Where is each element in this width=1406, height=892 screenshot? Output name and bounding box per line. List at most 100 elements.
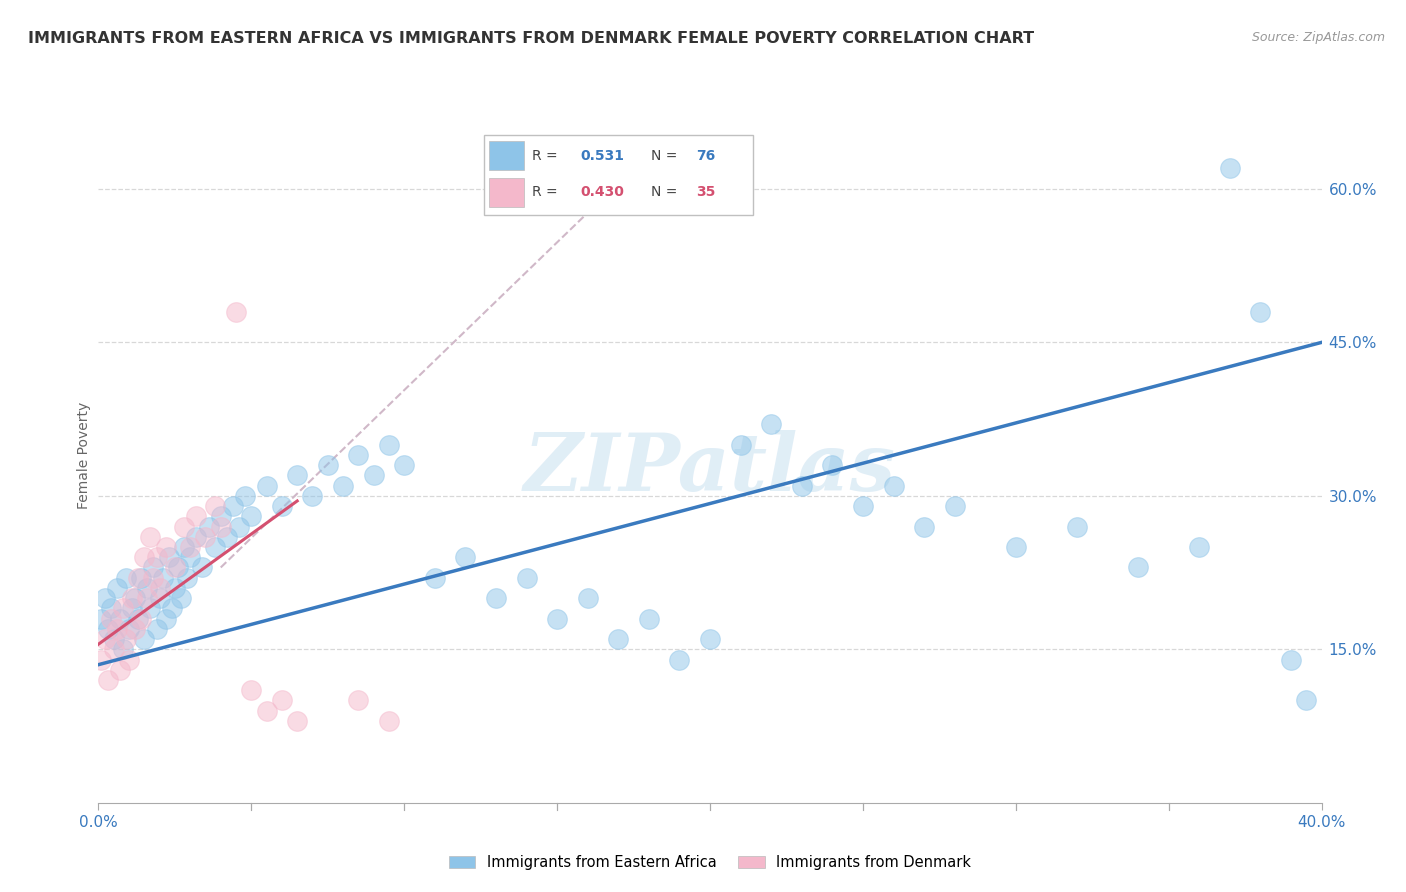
Point (100, 612, 122, 626)
Point (883, 478, 905, 492)
Point (108, 612, 131, 626)
Point (204, 540, 226, 554)
Point (392, 458, 416, 472)
Point (111, 601, 134, 615)
Y-axis label: Female Poverty: Female Poverty (77, 401, 91, 508)
Point (1219, 161, 1241, 176)
Point (347, 693, 370, 707)
Point (423, 571, 446, 585)
Point (145, 622, 167, 636)
Point (363, 468, 385, 483)
Point (139, 530, 162, 544)
Point (197, 519, 219, 533)
Point (155, 540, 177, 554)
Point (546, 612, 568, 626)
Point (139, 601, 162, 615)
Point (1249, 304, 1271, 318)
Point (191, 560, 214, 574)
Point (179, 540, 201, 554)
Point (485, 591, 508, 606)
Point (173, 519, 195, 533)
Point (121, 601, 143, 615)
Legend: Immigrants from Eastern Africa, Immigrants from Denmark: Immigrants from Eastern Africa, Immigran… (443, 849, 977, 876)
Point (179, 550, 201, 565)
Point (105, 581, 128, 595)
Point (160, 601, 183, 615)
Point (759, 417, 782, 432)
Point (93, 632, 115, 646)
Point (105, 622, 128, 636)
Point (204, 499, 226, 513)
Point (943, 499, 966, 513)
Point (100, 601, 122, 615)
Point (516, 571, 538, 585)
Point (233, 489, 256, 503)
Point (194, 530, 217, 544)
Point (149, 591, 172, 606)
Point (790, 478, 813, 492)
Point (186, 530, 208, 544)
Point (209, 519, 232, 533)
Point (1295, 693, 1317, 707)
Point (127, 571, 149, 585)
Text: ZIPatlas: ZIPatlas (524, 430, 896, 508)
Point (332, 478, 354, 492)
Point (115, 571, 138, 585)
Point (228, 519, 250, 533)
Point (134, 550, 156, 565)
Point (152, 571, 174, 585)
Point (1004, 540, 1026, 554)
Text: IMMIGRANTS FROM EASTERN AFRICA VS IMMIGRANTS FROM DENMARK FEMALE POVERTY CORRELA: IMMIGRANTS FROM EASTERN AFRICA VS IMMIGR… (28, 31, 1035, 46)
Point (285, 714, 308, 728)
Point (103, 632, 125, 646)
Point (176, 571, 198, 585)
Point (285, 468, 308, 483)
Point (124, 591, 146, 606)
Point (270, 693, 292, 707)
Point (215, 530, 238, 544)
Point (167, 560, 190, 574)
Point (149, 581, 172, 595)
Point (378, 714, 401, 728)
Point (90, 612, 112, 626)
Point (163, 581, 186, 595)
Point (821, 458, 844, 472)
Point (97, 673, 120, 687)
Point (118, 622, 141, 636)
Point (103, 642, 125, 657)
Point (145, 550, 167, 565)
Point (1279, 652, 1302, 666)
Point (121, 591, 143, 606)
Point (912, 519, 935, 533)
Point (852, 499, 875, 513)
Point (163, 560, 186, 574)
Point (637, 612, 661, 626)
Point (97, 622, 120, 636)
Point (90, 652, 112, 666)
Point (155, 612, 177, 626)
Point (316, 458, 339, 472)
Point (270, 499, 292, 513)
Point (142, 571, 165, 585)
Point (129, 612, 152, 626)
Point (347, 448, 370, 462)
Point (170, 591, 193, 606)
Point (134, 632, 156, 646)
Point (668, 652, 690, 666)
Point (576, 591, 599, 606)
Point (378, 438, 401, 452)
Point (127, 612, 149, 626)
Point (124, 622, 146, 636)
Point (699, 632, 721, 646)
Point (93, 591, 115, 606)
Point (186, 509, 208, 524)
Point (256, 478, 278, 492)
Point (240, 509, 263, 524)
Point (301, 489, 323, 503)
Point (240, 683, 263, 698)
Point (607, 632, 630, 646)
Point (136, 581, 159, 595)
Point (136, 591, 159, 606)
Point (173, 540, 195, 554)
Point (157, 550, 180, 565)
